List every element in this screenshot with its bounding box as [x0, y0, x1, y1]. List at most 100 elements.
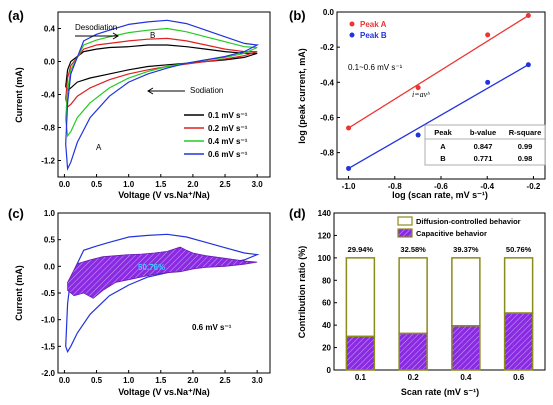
fit-line-2: [348, 64, 529, 170]
panel-a-label: (a): [8, 8, 24, 23]
scan-rate-label: 0.6 mV s⁻¹: [192, 323, 232, 332]
table-cell: 0.847: [474, 142, 493, 151]
data-point: [415, 85, 421, 91]
panel-c-ytick-label: -2.0: [41, 369, 55, 378]
panel-d-ytick-label: 40: [322, 321, 331, 330]
bar-diffusion: [398, 257, 428, 335]
bar-diffusion: [345, 257, 376, 338]
panel-b-ytick-label: 0.0: [323, 8, 335, 17]
annotation-peak-a: A: [96, 143, 102, 152]
panel-d-ytick-label: 60: [322, 299, 331, 308]
b-value-table: Peak b-value R-square A 0.847 0.99 B 0.771 0.98: [424, 124, 546, 166]
panel-c-xtick-label: 0.5: [91, 376, 103, 385]
bar-diffusion: [503, 257, 534, 314]
bar-value-label: 50.76%: [506, 245, 532, 254]
panel-b-ytick-label: -0.2: [320, 43, 334, 52]
panel-a-xtick-label: 1.5: [155, 180, 167, 189]
panel-a-legend: 0.1 mV s⁻¹ 0.2 mV s⁻¹ 0.4 mV s⁻¹ 0.6 mV s⁻¹: [184, 111, 248, 159]
panel-c-ytick-label: -1.0: [41, 316, 55, 325]
annotation-scan-range: 0.1~0.6 mV s⁻¹: [348, 63, 403, 72]
panel-b-xlabel: log (scan rate, mV s⁻¹): [392, 190, 488, 200]
panel-c-ytick-label: 1.0: [44, 209, 56, 218]
bar-value-label: 39.37%: [453, 245, 479, 254]
table-header-cell: R-square: [509, 128, 542, 137]
table-frame: [424, 124, 546, 166]
panel-b-xtick-label: -0.6: [434, 182, 448, 191]
panel-d-ytick-label: 100: [318, 254, 332, 263]
panel-d-ytick-label: 140: [318, 209, 332, 218]
panel-d-xtick-label: 0.1: [355, 373, 367, 382]
panel-c-xtick-label: 1.0: [123, 376, 135, 385]
bar-value-label: 32.58%: [400, 245, 426, 254]
panel-c-ytick-label: -1.5: [41, 342, 55, 351]
bar-capacitive: [503, 312, 534, 371]
panel-a-xtick-label: 1.0: [123, 180, 135, 189]
table-cell: B: [440, 154, 446, 163]
bar-value-label: 29.94%: [348, 245, 374, 254]
panel-c-xtick-label: 2.0: [187, 376, 199, 385]
panel-b-legend: Peak A Peak B: [349, 20, 387, 40]
panel-a-xtick-label: 2.5: [219, 180, 231, 189]
panel-c-xtick-label: 3.0: [252, 376, 264, 385]
panel-d-ytick-label: 0: [327, 366, 332, 375]
panel-d-ytick-label: 120: [318, 231, 332, 240]
panel-c-xtick-label: 2.5: [219, 376, 231, 385]
data-point: [525, 13, 531, 19]
panel-c: (c) 0.0 0.5 1.0 1.5 2.0 2.5 3.0 -2.0 -1.5 -1.0 -0.…: [8, 206, 271, 397]
panel-a-axes: 0.0 0.5 1.0 1.5 2.0 2.5 3.0 -1.2 -0.8 -0.4 0.0 0.4: [41, 25, 263, 190]
panel-d-xtick-label: 0.2: [408, 373, 420, 382]
panel-b-ylabel: log (peak current, mA): [297, 48, 307, 144]
panel-b-axes: -1.0 -0.8 -0.6 -0.4 -0.2 -0.8 -0.6 -0.4 -0.2 0.0: [320, 8, 541, 191]
total-cv-curve: [65, 233, 260, 354]
data-point: [346, 165, 352, 171]
legend-label-2: 0.2 mV s⁻¹: [208, 124, 248, 133]
panel-b-xtick-label: -0.4: [480, 182, 494, 191]
panel-b-xtick-label: -0.8: [388, 182, 402, 191]
legend-marker-2: [349, 32, 355, 38]
panel-c-axes: 0.0 0.5 1.0 1.5 2.0 2.5 3.0 -2.0 -1.5 -1.0 -0.5 0.0…: [41, 209, 263, 385]
legend-label-1: 0.1 mV s⁻¹: [208, 111, 248, 120]
panel-c-label: (c): [8, 206, 24, 221]
panel-a-ytick-label: -1.2: [41, 157, 55, 166]
data-point: [485, 79, 491, 85]
bar-capacitive: [345, 335, 376, 371]
panel-a-xtick-label: 0.0: [59, 180, 71, 189]
table-cell: 0.99: [518, 142, 533, 151]
panel-a-xtick-label: 3.0: [252, 180, 264, 189]
panel-a-ytick-label: -0.8: [41, 124, 55, 133]
table-cell: A: [440, 142, 446, 151]
annotation-peak-b: B: [150, 31, 155, 40]
panel-b-ytick-label: -0.4: [320, 78, 334, 87]
data-point: [346, 125, 352, 131]
annotation-desodiation: Desodiation: [75, 23, 117, 32]
bar-capacitive: [451, 325, 481, 371]
legend-label-1: Peak A: [360, 20, 387, 29]
panel-b-ytick-label: -0.6: [320, 113, 334, 122]
data-point: [415, 132, 421, 138]
panel-d-xtick-label: 0.6: [513, 373, 525, 382]
panel-a: (a) 0.0 0.5 1.0 1.5 2.0 2.5 3.0-1.2-0.8-0.40.0…: [8, 8, 271, 200]
table-header-cell: b-value: [470, 128, 496, 137]
panel-d: (d) 0 20 40 60 80 100 120 140 29.94% 0.1 32.58% 0.…: [289, 206, 546, 397]
panel-d-bars: 29.94% 0.1 32.58% 0.2 39.37% 0.4 50.76% 0.6: [345, 245, 534, 382]
table-cell: 0.771: [474, 154, 493, 163]
legend-label-4: 0.6 mV s⁻¹: [208, 150, 248, 159]
panel-c-xtick-label: 0.0: [59, 376, 71, 385]
panel-a-xtick-label: 2.0: [187, 180, 199, 189]
annotation-power-law: i=avᵇ: [412, 90, 430, 99]
panel-b-ytick-label: -0.8: [320, 149, 334, 158]
cv-curve-1: [65, 44, 258, 92]
cv-curve-3: [65, 27, 258, 138]
panel-d-ytick-label: 20: [322, 344, 331, 353]
capacitive-area: [67, 246, 258, 299]
bar-diffusion: [451, 257, 481, 327]
panel-a-xlabel: Voltage (V vs.Na⁺/Na): [118, 190, 210, 200]
annotation-sodiation: Sodiation: [190, 86, 223, 95]
panel-d-axes: 0 20 40 60 80 100 120 140: [318, 209, 337, 375]
sodiation-arrow: [147, 87, 185, 95]
panel-a-ytick-label: -0.4: [41, 91, 55, 100]
panel-a-series: [65, 19, 260, 172]
data-point: [485, 32, 491, 38]
panel-b-xtick-label: -0.2: [527, 182, 541, 191]
